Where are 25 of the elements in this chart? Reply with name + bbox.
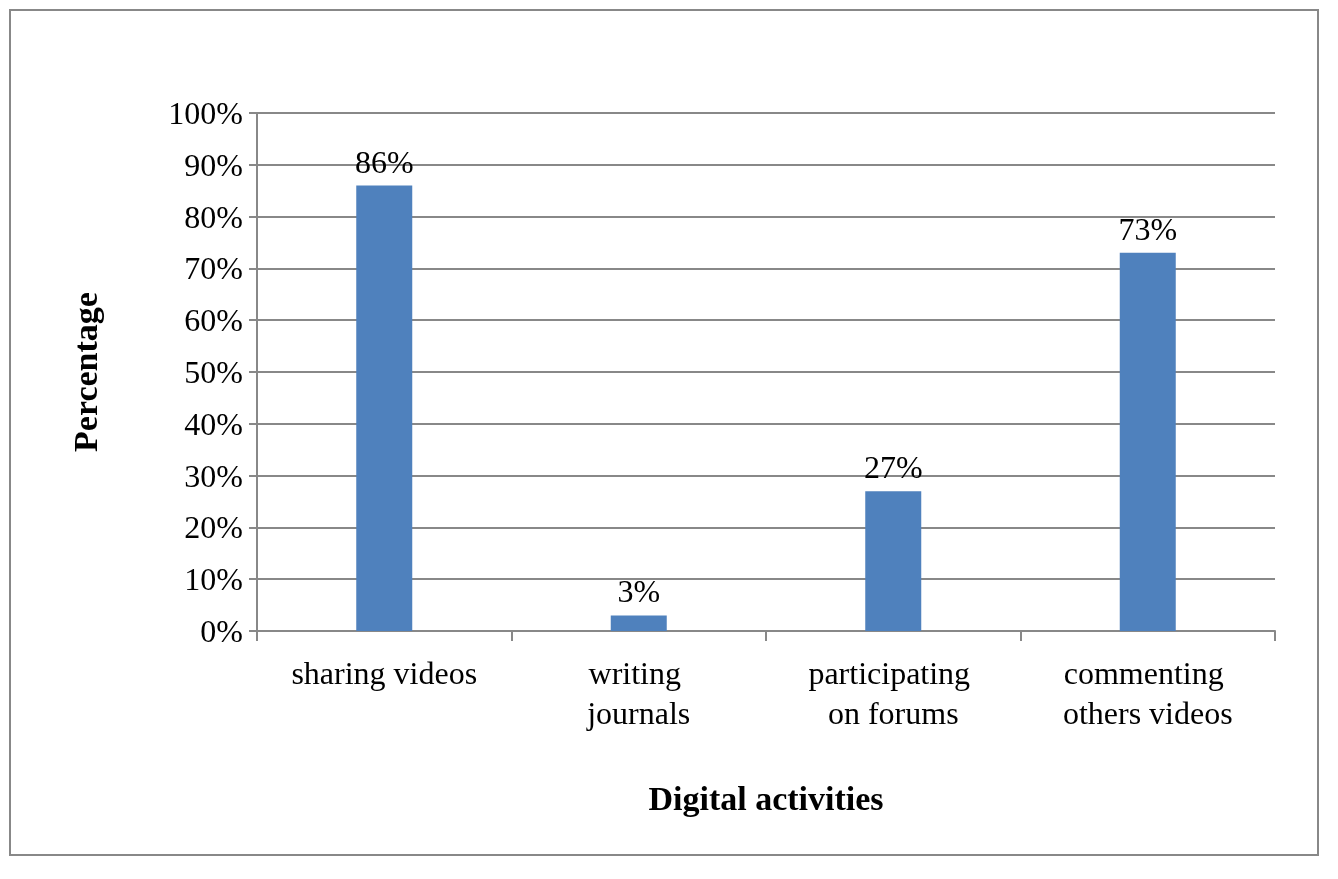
bar [356,185,413,631]
x-tick-label: participating on forums [808,655,979,731]
data-label: 27% [863,449,923,486]
y-tick-label: 100% [168,95,243,131]
x-axis-title: Digital activities [648,779,884,817]
y-tick-label: 30% [184,457,243,494]
y-tick-label: 20% [184,509,243,546]
x-tick-label: commenting others videos [1062,655,1233,731]
y-tick-label: 0% [200,613,243,649]
y-tick-label: 80% [184,198,243,235]
y-tick-label: 10% [184,561,243,598]
data-label: 73% [1118,210,1178,247]
y-tick-label: 40% [184,405,243,442]
x-tick-label: writing journals [586,655,691,731]
bar [1119,252,1176,631]
y-tick-label: 70% [184,250,243,287]
y-tick-label: 90% [184,146,243,183]
data-label: 3% [617,573,661,610]
y-tick-label: 50% [184,354,243,390]
data-label: 86% [354,143,414,180]
x-tick-label: sharing videos [291,655,478,691]
y-tick-label: 60% [184,302,243,339]
y-axis-title: Percentage [66,292,104,452]
bar [610,615,667,631]
bar [865,491,922,631]
